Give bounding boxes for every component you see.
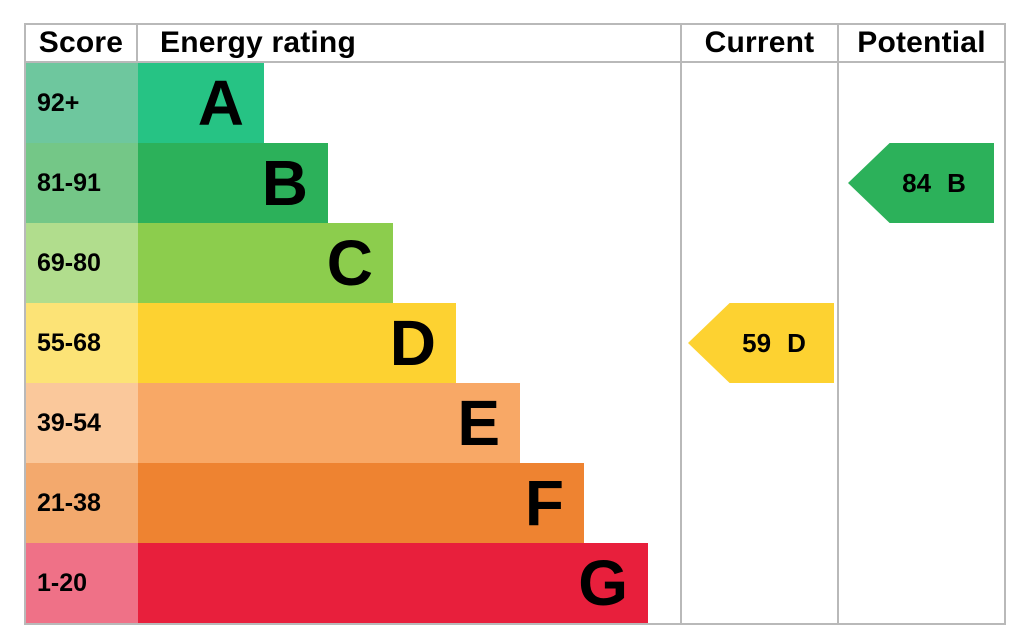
band-row-a: 92+ A <box>26 63 1004 143</box>
current-rating-score: 59 <box>742 327 772 358</box>
potential-rating-score: 84 <box>902 167 932 198</box>
score-cell-e: 39-54 <box>26 383 138 463</box>
header-score: Score <box>26 25 138 61</box>
band-bar-e: E <box>138 383 520 463</box>
score-cell-g: 1-20 <box>26 543 138 623</box>
energy-cell-b: B <box>138 143 680 223</box>
potential-cell-b <box>837 143 1004 223</box>
band-row-e: 39-54 E <box>26 383 1004 463</box>
band-bar-a: A <box>138 63 264 143</box>
band-row-b: 81-91 B <box>26 143 1004 223</box>
header-potential: Potential <box>837 25 1004 61</box>
band-letter-b: B <box>261 147 308 219</box>
score-cell-b: 81-91 <box>26 143 138 223</box>
energy-cell-c: C <box>138 223 680 303</box>
current-cell-f <box>680 463 837 543</box>
energy-cell-d: D <box>138 303 680 383</box>
potential-cell-f <box>837 463 1004 543</box>
current-cell-d <box>680 303 837 383</box>
current-cell-b <box>680 143 837 223</box>
potential-cell-c <box>837 223 1004 303</box>
score-cell-f: 21-38 <box>26 463 138 543</box>
band-letter-f: F <box>524 467 564 539</box>
energy-cell-a: A <box>138 63 680 143</box>
band-row-f: 21-38 F <box>26 463 1004 543</box>
potential-cell-g <box>837 543 1004 623</box>
band-row-g: 1-20 G <box>26 543 1004 623</box>
band-row-c: 69-80 C <box>26 223 1004 303</box>
current-cell-c <box>680 223 837 303</box>
band-letter-g: G <box>578 547 628 619</box>
band-bar-d: D <box>138 303 456 383</box>
band-bar-f: F <box>138 463 584 543</box>
epc-rating-chart: Score Energy rating Current Potential 92… <box>24 23 1006 625</box>
energy-cell-f: F <box>138 463 680 543</box>
score-cell-a: 92+ <box>26 63 138 143</box>
potential-rating-letter: B <box>947 167 966 198</box>
current-rating-letter: D <box>787 327 806 358</box>
band-bar-c: C <box>138 223 393 303</box>
energy-cell-g: G <box>138 543 680 623</box>
score-cell-c: 69-80 <box>26 223 138 303</box>
band-bar-g: G <box>138 543 648 623</box>
chart-header: Score Energy rating Current Potential <box>26 25 1004 63</box>
current-cell-e <box>680 383 837 463</box>
score-cell-d: 55-68 <box>26 303 138 383</box>
band-bar-b: B <box>138 143 328 223</box>
band-letter-c: C <box>326 227 373 299</box>
band-letter-d: D <box>389 307 436 379</box>
band-letter-a: A <box>197 67 244 139</box>
band-row-d: 55-68 D <box>26 303 1004 383</box>
header-current: Current <box>680 25 837 61</box>
current-cell-g <box>680 543 837 623</box>
header-energy-rating: Energy rating <box>160 26 356 59</box>
potential-cell-d <box>837 303 1004 383</box>
energy-cell-e: E <box>138 383 680 463</box>
current-cell-a <box>680 63 837 143</box>
potential-cell-a <box>837 63 1004 143</box>
band-letter-e: E <box>457 387 500 459</box>
potential-cell-e <box>837 383 1004 463</box>
